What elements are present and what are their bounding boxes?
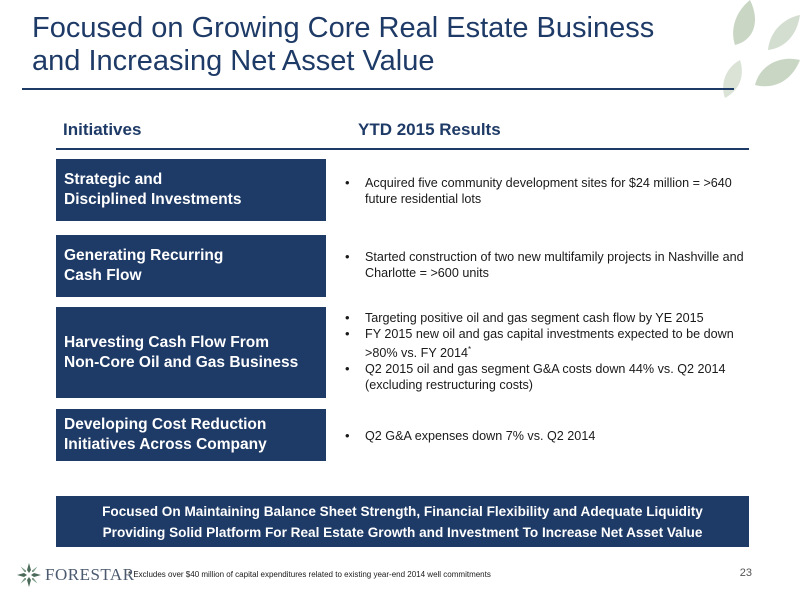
results-header: YTD 2015 Results: [358, 120, 501, 139]
forestar-star-icon: [17, 563, 41, 587]
initiative-label: Disciplined Investments: [64, 191, 242, 208]
result-bullet: • Q2 2015 oil and gas segment G&A costs …: [345, 361, 755, 393]
initiative-label: Strategic and: [64, 171, 163, 188]
results-list-cost-reduction: • Q2 G&A expenses down 7% vs. Q2 2014: [345, 428, 755, 444]
initiative-label: Generating Recurring: [64, 247, 224, 264]
result-text: Acquired five community development site…: [365, 176, 732, 206]
title-line-2: and Increasing Net Asset Value: [32, 45, 435, 77]
initiative-label: Harvesting Cash Flow From: [64, 333, 269, 351]
footnote: * Excludes over $40 million of capital e…: [128, 570, 491, 579]
initiative-box-oil-and-gas: Harvesting Cash Flow From Non-Core Oil a…: [56, 307, 326, 398]
initiative-label: Cash Flow: [64, 267, 142, 284]
result-text: Q2 2015 oil and gas segment G&A costs do…: [365, 362, 726, 393]
initiative-box-cost-reduction: Developing Cost Reduction Initiatives Ac…: [56, 409, 326, 461]
initiative-label: Developing Cost Reduction: [64, 416, 267, 433]
result-text: Started construction of two new multifam…: [365, 250, 744, 280]
title-divider: [22, 88, 734, 90]
result-text: Q2 G&A expenses down 7% vs. Q2 2014: [365, 429, 596, 443]
result-bullet: • Started construction of two new multif…: [345, 249, 755, 281]
initiative-box-strategic: Strategic and Disciplined Investments: [56, 159, 326, 221]
initiative-label: Initiatives Across Company: [64, 436, 267, 453]
initiative-box-recurring-cash-flow: Generating Recurring Cash Flow: [56, 235, 326, 297]
page-number: 23: [739, 567, 752, 579]
result-bullet: • Targeting positive oil and gas segment…: [345, 310, 755, 326]
summary-banner: Focused On Maintaining Balance Sheet Str…: [56, 496, 749, 547]
title-line-1: Focused on Growing Core Real Estate Busi…: [32, 12, 655, 44]
result-bullet: • FY 2015 new oil and gas capital invest…: [345, 326, 755, 361]
result-text: FY 2015 new oil and gas capital investme…: [365, 327, 734, 361]
result-bullet: • Q2 G&A expenses down 7% vs. Q2 2014: [345, 428, 755, 444]
initiatives-header: Initiatives: [63, 120, 142, 139]
logo-wordmark: FORESTAR: [45, 565, 135, 584]
result-text: Targeting positive oil and gas segment c…: [365, 311, 704, 325]
results-list-recurring-cash-flow: • Started construction of two new multif…: [345, 249, 755, 281]
forestar-logo: FORESTAR: [16, 562, 135, 588]
footnote-marker: *: [468, 345, 472, 354]
page-title: Focused on Growing Core Real Estate Busi…: [32, 12, 732, 78]
banner-line-2: Providing Solid Platform For Real Estate…: [102, 524, 703, 540]
header-divider: [56, 148, 749, 150]
initiative-label: Non-Core Oil and Gas Business: [64, 353, 299, 371]
result-bullet: • Acquired five community development si…: [345, 175, 755, 207]
results-list-strategic: • Acquired five community development si…: [345, 175, 755, 207]
results-list-oil-and-gas: • Targeting positive oil and gas segment…: [345, 310, 755, 393]
banner-line-1: Focused On Maintaining Balance Sheet Str…: [102, 503, 703, 519]
